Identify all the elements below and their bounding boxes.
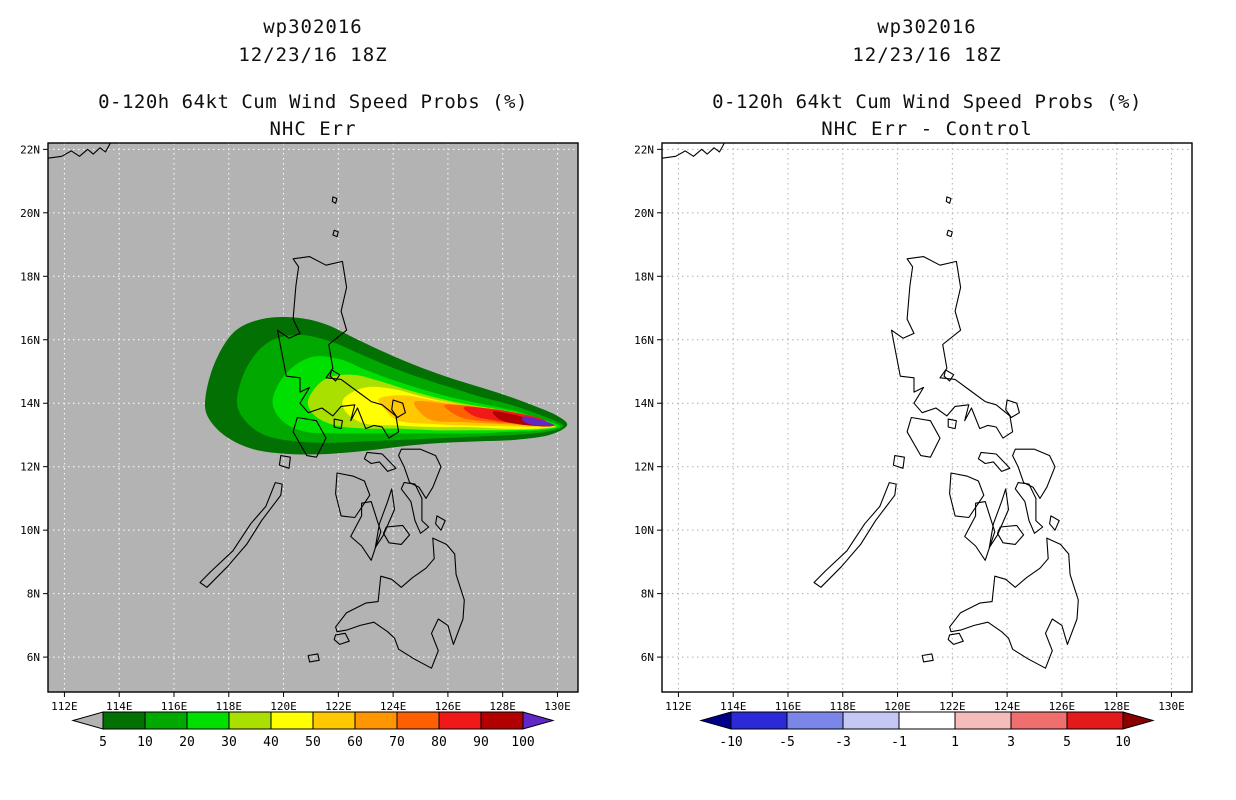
svg-text:30: 30 <box>221 735 237 750</box>
svg-text:18N: 18N <box>20 270 40 283</box>
svg-text:3: 3 <box>1007 735 1015 750</box>
svg-text:116E: 116E <box>161 700 188 713</box>
svg-text:112E: 112E <box>665 700 692 713</box>
svg-text:8N: 8N <box>641 588 654 601</box>
svg-text:120E: 120E <box>270 700 297 713</box>
svg-text:122E: 122E <box>325 700 352 713</box>
svg-text:22N: 22N <box>20 143 40 156</box>
difference-colorbar: -10 -5 -3 -1 1 3 5 10 <box>699 711 1155 750</box>
svg-text:5: 5 <box>1063 735 1071 750</box>
svg-text:14N: 14N <box>20 397 40 410</box>
svg-text:130E: 130E <box>1158 700 1185 713</box>
svg-text:6N: 6N <box>27 651 40 664</box>
svg-text:100: 100 <box>511 735 534 750</box>
svg-text:126E: 126E <box>1049 700 1076 713</box>
svg-text:118E: 118E <box>216 700 243 713</box>
svg-text:5: 5 <box>99 735 107 750</box>
svg-text:124E: 124E <box>994 700 1021 713</box>
svg-text:50: 50 <box>305 735 321 750</box>
product-title: 0-120h 64kt Cum Wind Speed Probs (%) <box>98 91 528 113</box>
svg-text:70: 70 <box>389 735 405 750</box>
panel-nhc-err: wp302016 12/23/16 18Z 0-120h 64kt Cum Wi… <box>20 16 579 750</box>
svg-text:124E: 124E <box>380 700 407 713</box>
init-datetime: 12/23/16 18Z <box>852 44 1002 66</box>
svg-text:22N: 22N <box>634 143 654 156</box>
storm-id: wp302016 <box>877 16 977 38</box>
svg-text:18N: 18N <box>634 270 654 283</box>
svg-text:118E: 118E <box>830 700 857 713</box>
svg-text:120E: 120E <box>884 700 911 713</box>
svg-text:128E: 128E <box>489 700 516 713</box>
svg-text:20N: 20N <box>20 207 40 220</box>
experiment-label: NHC Err - Control <box>821 118 1033 140</box>
svg-text:114E: 114E <box>106 700 133 713</box>
svg-text:130E: 130E <box>544 700 571 713</box>
probability-colorbar: 5 10 20 30 40 50 60 70 80 90 100 <box>71 711 555 750</box>
svg-text:114E: 114E <box>720 700 747 713</box>
svg-text:6N: 6N <box>641 651 654 664</box>
svg-text:40: 40 <box>263 735 279 750</box>
svg-text:8N: 8N <box>27 588 40 601</box>
difference-map: 112E 114E 116E 118E 120E 122E 124E 126E 128E 130E… <box>634 142 1193 713</box>
svg-text:112E: 112E <box>51 700 78 713</box>
svg-text:12N: 12N <box>634 461 654 474</box>
svg-text:60: 60 <box>347 735 363 750</box>
probability-map: 112E 114E 116E 118E 120E 122E 124E 126E 128E 130E… <box>20 142 579 713</box>
svg-text:10: 10 <box>137 735 153 750</box>
product-title: 0-120h 64kt Cum Wind Speed Probs (%) <box>712 91 1142 113</box>
svg-text:1: 1 <box>951 735 959 750</box>
svg-text:-5: -5 <box>779 735 795 750</box>
svg-text:16N: 16N <box>634 334 654 347</box>
svg-text:20: 20 <box>179 735 195 750</box>
init-datetime: 12/23/16 18Z <box>238 44 388 66</box>
experiment-label: NHC Err <box>269 118 357 140</box>
svg-text:10N: 10N <box>634 524 654 537</box>
storm-id: wp302016 <box>263 16 363 38</box>
svg-text:16N: 16N <box>20 334 40 347</box>
svg-text:128E: 128E <box>1103 700 1130 713</box>
svg-text:10N: 10N <box>20 524 40 537</box>
svg-text:80: 80 <box>431 735 447 750</box>
svg-text:12N: 12N <box>20 461 40 474</box>
panel-nhc-err-minus-control: wp302016 12/23/16 18Z 0-120h 64kt Cum Wi… <box>618 0 1236 800</box>
svg-text:10: 10 <box>1115 735 1131 750</box>
svg-text:90: 90 <box>473 735 489 750</box>
svg-text:-3: -3 <box>835 735 851 750</box>
svg-text:126E: 126E <box>435 700 462 713</box>
svg-text:122E: 122E <box>939 700 966 713</box>
svg-text:20N: 20N <box>634 207 654 220</box>
svg-text:-1: -1 <box>891 735 907 750</box>
svg-text:116E: 116E <box>775 700 802 713</box>
svg-text:14N: 14N <box>634 397 654 410</box>
svg-text:-10: -10 <box>719 735 742 750</box>
